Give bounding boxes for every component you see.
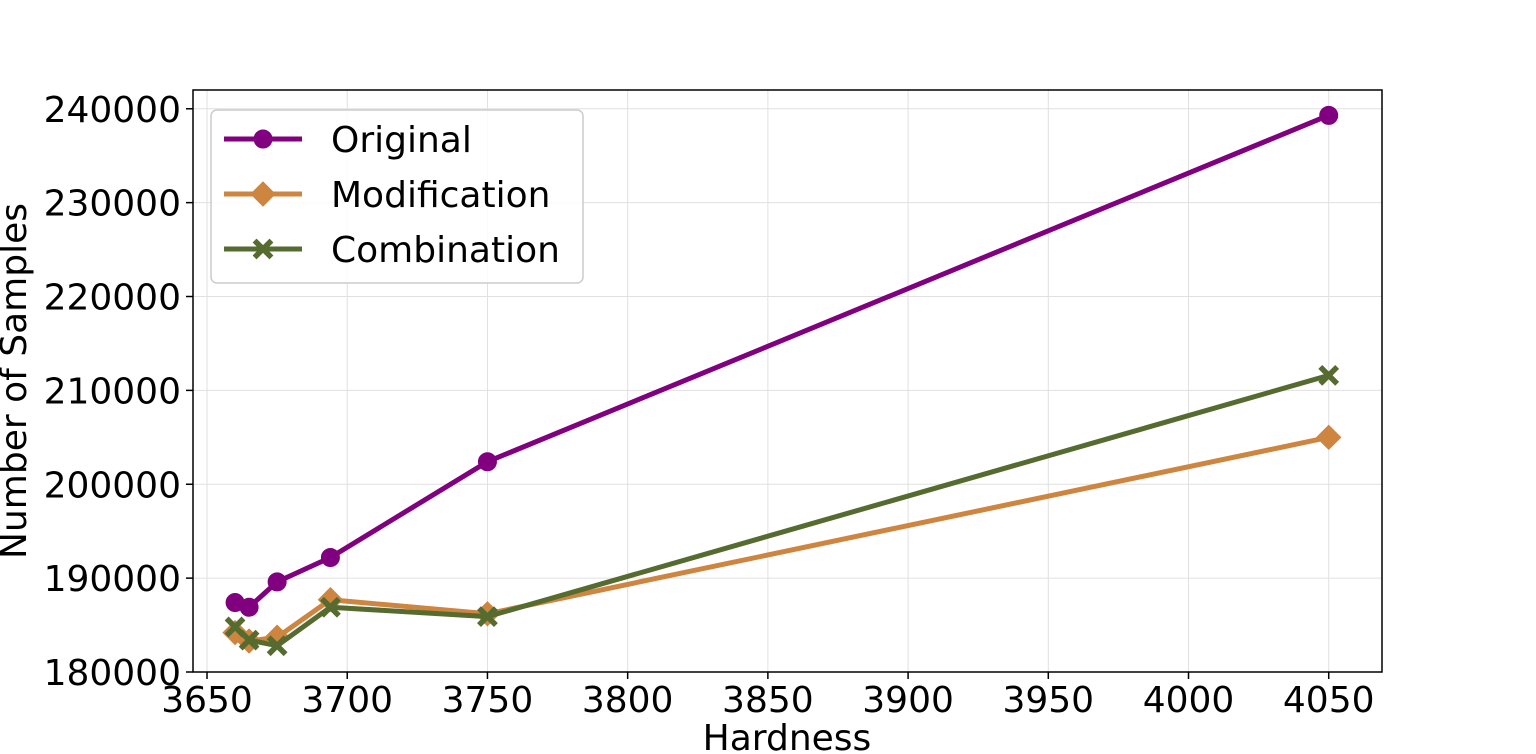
x-tick-label: 3950	[1002, 680, 1094, 721]
data-point-original	[1319, 105, 1339, 125]
data-point-combination-stroke	[266, 635, 288, 657]
data-point-combination-stroke	[477, 606, 498, 628]
data-point-original	[320, 547, 340, 567]
y-tick-label: 180000	[44, 653, 181, 694]
data-point-original	[239, 597, 259, 617]
data-point-original	[267, 572, 287, 592]
data-point-combination	[320, 596, 341, 618]
data-point-original	[477, 452, 497, 472]
x-tick-label: 3650	[161, 680, 253, 721]
x-axis-label: Hardness	[703, 718, 872, 754]
data-point-combination-stroke	[1318, 364, 1340, 386]
series-lines	[222, 105, 1342, 657]
legend-marker-original	[253, 129, 273, 149]
data-point-combination-stroke	[238, 629, 260, 651]
y-tick-label: 240000	[44, 90, 181, 131]
legend-marker-combination-stroke	[252, 238, 274, 260]
legend-label-modification: Modification	[331, 175, 550, 216]
legend-box	[210, 109, 584, 284]
axis-ticks: 3650 3700 3750 3800 3850 3900 3950 4000 4050 1800…	[44, 90, 1375, 721]
y-tick-label: 220000	[44, 278, 181, 319]
x-tick-label: 3800	[582, 680, 674, 721]
legend: Original Modification Combination	[210, 109, 584, 284]
x-tick-label: 3900	[862, 680, 954, 721]
data-point-combination-stroke	[320, 596, 341, 618]
data-point-combination	[477, 606, 498, 628]
data-point-combination	[266, 635, 288, 657]
data-point-combination	[238, 629, 260, 651]
data-point-combination	[224, 616, 246, 638]
plot-area-frame	[192, 89, 1383, 673]
x-tick-label: 4000	[1143, 680, 1235, 721]
x-tick-label: 3750	[442, 680, 534, 721]
data-point-combination	[1318, 364, 1340, 386]
data-point-combination-stroke	[224, 616, 246, 638]
y-tick-label: 200000	[44, 465, 181, 506]
x-tick-label: 4050	[1283, 680, 1375, 721]
x-tick-label: 3700	[301, 680, 393, 721]
legend-marker-modification	[250, 181, 276, 207]
data-point-modification	[1316, 424, 1342, 451]
legend-label-original: Original	[331, 120, 472, 161]
y-tick-label: 210000	[44, 371, 181, 412]
y-tick-label: 190000	[44, 559, 181, 600]
y-axis-label: Number of Samples	[0, 203, 35, 559]
legend-marker-combination	[252, 238, 274, 260]
legend-label-combination: Combination	[331, 230, 560, 271]
y-tick-label: 230000	[44, 184, 181, 225]
x-tick-label: 3850	[722, 680, 814, 721]
